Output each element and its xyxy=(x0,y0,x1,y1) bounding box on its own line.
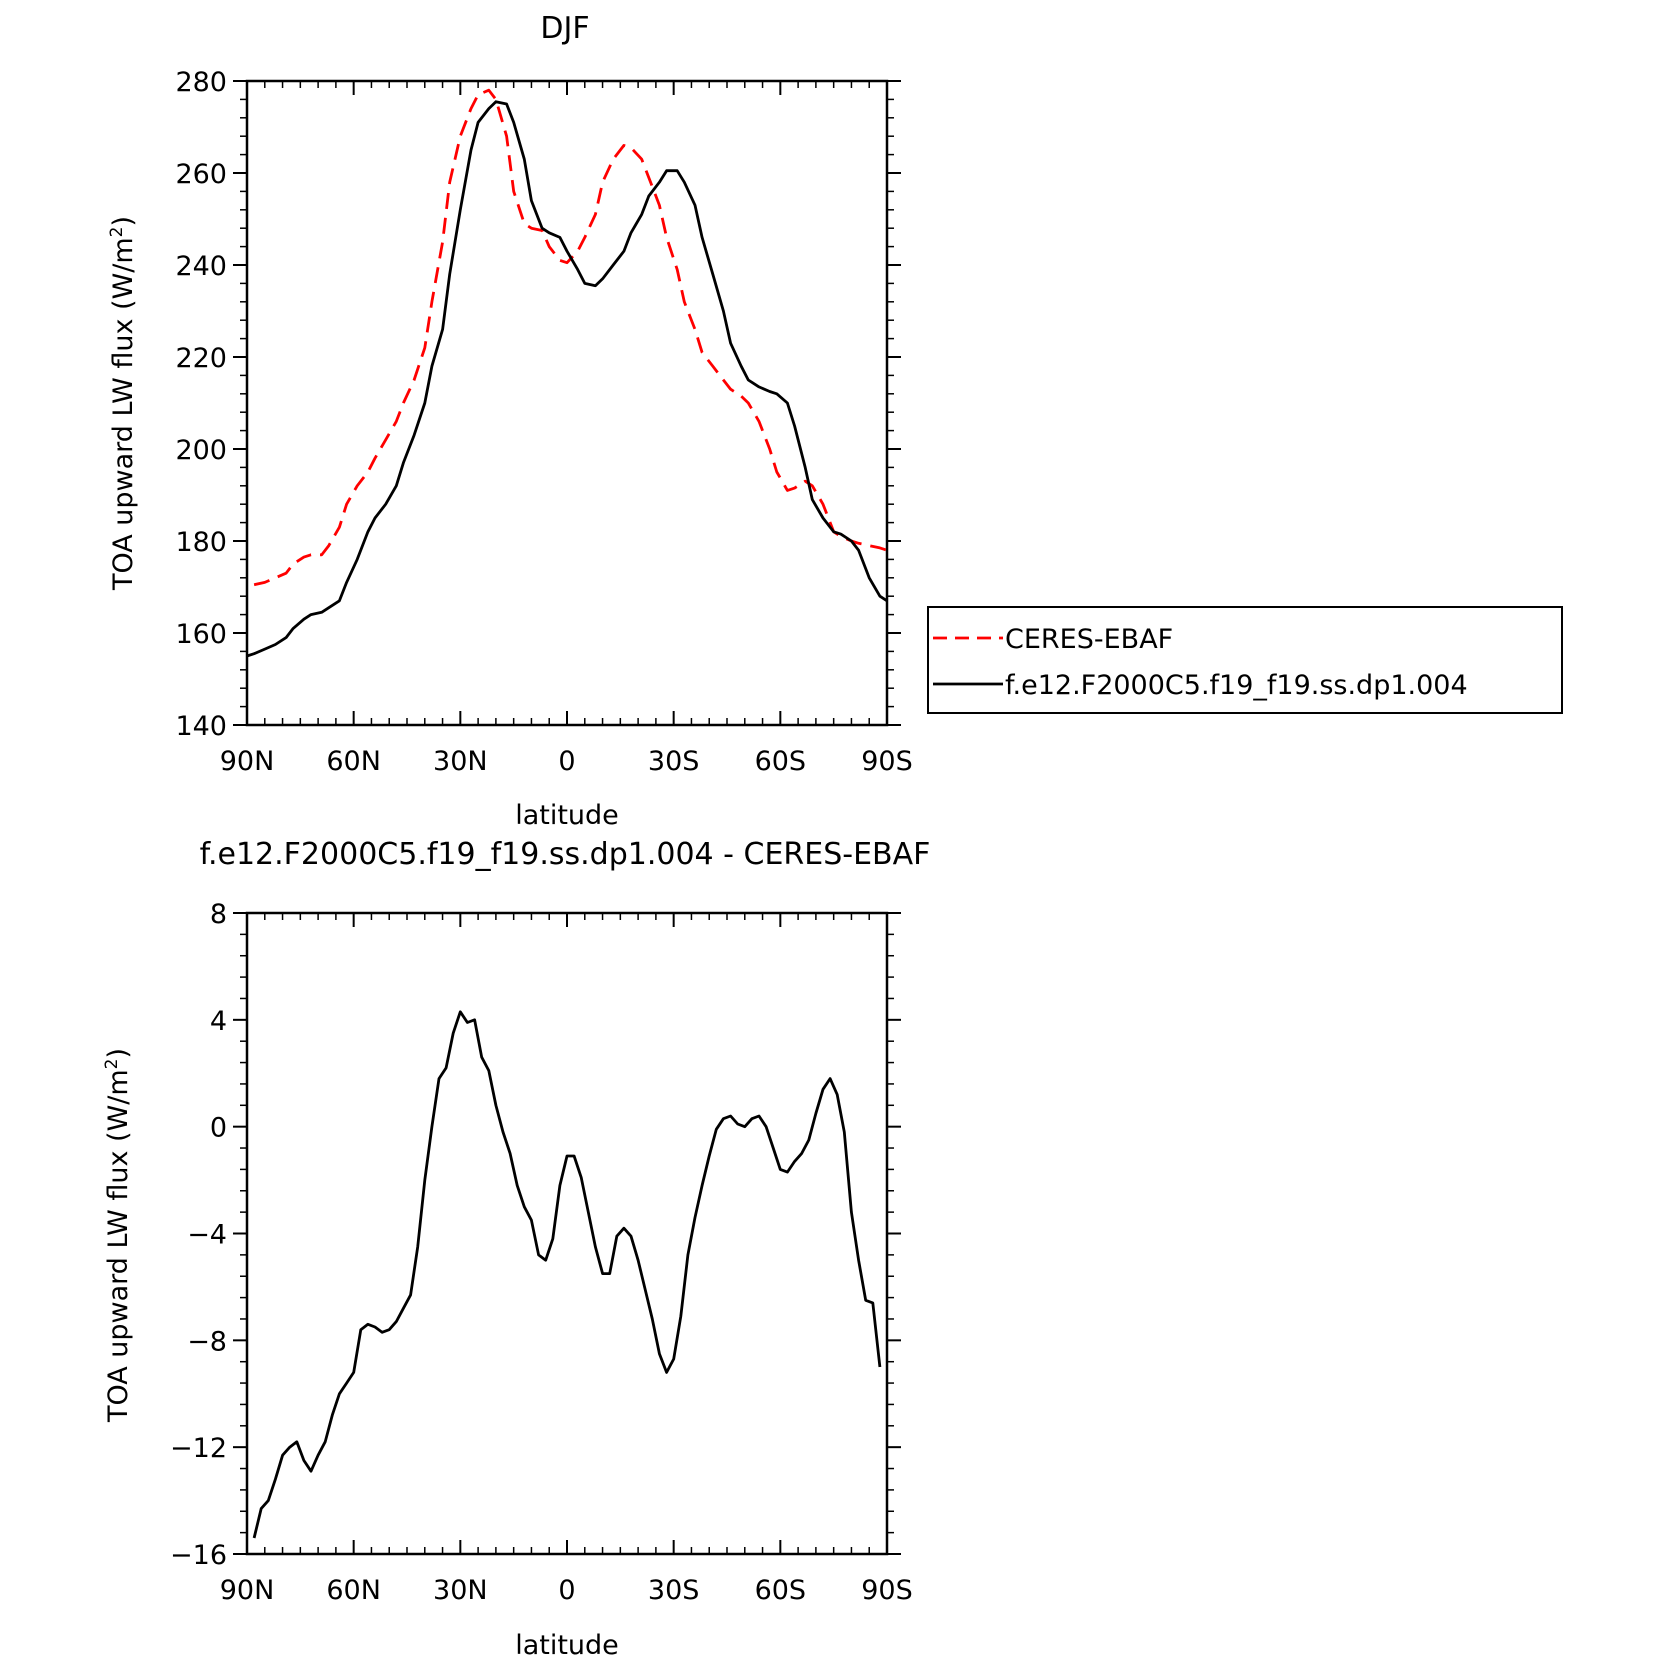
top-panel-y-axis-label-close: ) xyxy=(108,216,139,227)
bottom-panel: f.e12.F2000C5.f19_f19.ss.dp1.004 - CERES… xyxy=(102,837,930,1661)
bottom-panel-x-tick-label: 30N xyxy=(433,1575,488,1606)
bottom-panel-y-tick-label: −8 xyxy=(187,1326,227,1357)
top-panel-y-tick-label: 180 xyxy=(175,527,227,558)
top-panel-y-tick-label: 160 xyxy=(175,619,227,650)
bottom-panel-y-tick-label: −12 xyxy=(170,1433,227,1464)
legend-label-ceres: CERES-EBAF xyxy=(1005,624,1173,655)
top-panel-y-tick-label: 200 xyxy=(175,435,227,466)
top-panel-y-axis-label: TOA upward LW flux (W/m2) xyxy=(107,216,139,591)
legend: CERES-EBAF f.e12.F2000C5.f19_f19.ss.dp1.… xyxy=(927,606,1563,714)
top-panel-y-axis-label-main: TOA upward LW flux (W/m xyxy=(108,237,139,591)
bottom-panel-y-tick-label: 4 xyxy=(210,1006,227,1037)
bottom-panel-y-tick-label: −16 xyxy=(170,1540,227,1571)
legend-label-model: f.e12.F2000C5.f19_f19.ss.dp1.004 xyxy=(1005,670,1468,701)
bottom-panel-y-tick-label: −4 xyxy=(187,1220,227,1251)
bottom-panel-ticks: 90N 60N 30N 0 30S 60S 90S 8 4 0 −4 −8 −12 −16 xyxy=(170,899,913,1606)
bottom-panel-x-tick-label: 0 xyxy=(558,1575,575,1606)
top-panel-y-axis-label-superscript: 2 xyxy=(107,227,127,238)
top-panel-y-tick-label: 260 xyxy=(175,159,227,190)
bottom-panel-y-tick-label: 0 xyxy=(210,1113,227,1144)
bottom-panel-title: f.e12.F2000C5.f19_f19.ss.dp1.004 - CERES… xyxy=(200,837,931,872)
top-panel-y-tick-label: 140 xyxy=(175,711,227,742)
top-panel-ticks: 90N 60N 30N 0 30S 60S 90S 140 160 180 200 220 240 260… xyxy=(175,67,912,777)
bottom-panel-x-tick-label: 30S xyxy=(648,1575,700,1606)
bottom-panel-x-tick-label: 90S xyxy=(861,1575,913,1606)
top-panel-title: DJF xyxy=(540,11,589,46)
top-panel-x-tick-label: 30S xyxy=(648,746,700,777)
top-panel-y-tick-label: 240 xyxy=(175,251,227,282)
top-panel-x-tick-label: 90N xyxy=(220,746,275,777)
top-panel-y-tick-label: 280 xyxy=(175,67,227,98)
top-panel-series-line-0 xyxy=(253,88,888,587)
top-panel-x-tick-label: 60S xyxy=(755,746,807,777)
bottom-panel-y-tick-label: 8 xyxy=(210,899,227,930)
bottom-panel-x-tick-label: 60N xyxy=(326,1575,381,1606)
bottom-panel-series-line-0 xyxy=(252,1010,882,1539)
top-panel-x-axis-label: latitude xyxy=(515,800,619,831)
top-panel-series xyxy=(246,88,888,658)
bottom-panel-series xyxy=(252,1010,882,1539)
bottom-panel-x-tick-label: 60S xyxy=(755,1575,807,1606)
top-panel-y-tick-label: 220 xyxy=(175,343,227,374)
top-panel-series-line-1 xyxy=(246,100,888,658)
bottom-panel-y-axis-label-superscript: 2 xyxy=(102,1059,122,1070)
legend-box xyxy=(927,606,1563,714)
top-panel-x-tick-label: 0 xyxy=(558,746,575,777)
top-panel-x-tick-label: 60N xyxy=(326,746,381,777)
bottom-panel-y-axis-label-main: TOA upward LW flux (W/m xyxy=(103,1069,134,1423)
top-panel: DJF 90N 60N 30N 0 30S 60S 90S 140 160 180 200 220 24… xyxy=(107,11,1563,831)
top-panel-x-tick-label: 30N xyxy=(433,746,488,777)
top-panel-x-tick-label: 90S xyxy=(861,746,913,777)
bottom-panel-plot-frame xyxy=(245,911,889,1556)
bottom-panel-y-axis-label: TOA upward LW flux (W/m2) xyxy=(102,1048,134,1423)
bottom-panel-x-tick-label: 90N xyxy=(220,1575,275,1606)
bottom-panel-y-axis-label-close: ) xyxy=(103,1048,134,1059)
bottom-panel-x-axis-label: latitude xyxy=(515,1630,619,1661)
top-panel-plot-frame xyxy=(245,79,889,727)
